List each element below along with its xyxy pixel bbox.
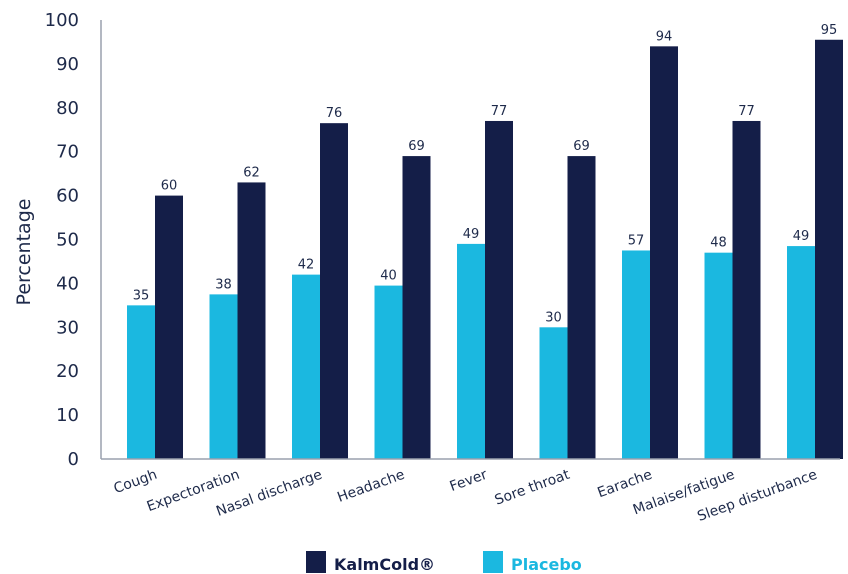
legend-swatch-kalmcold xyxy=(306,551,326,573)
x-tick-label: Headache xyxy=(335,467,407,506)
y-tick-label: 70 xyxy=(56,142,79,163)
data-label-kalmcold: 60 xyxy=(161,179,178,194)
data-label-kalmcold: 69 xyxy=(573,139,590,154)
y-tick-label: 50 xyxy=(56,230,79,251)
bar-placebo xyxy=(704,252,733,459)
data-label-kalmcold: 76 xyxy=(326,106,343,121)
data-label-placebo: 49 xyxy=(793,229,810,244)
bar-placebo xyxy=(209,294,238,459)
bar-kalmcold xyxy=(567,156,596,459)
bar-placebo xyxy=(622,250,650,459)
bar-placebo xyxy=(374,285,403,459)
data-label-kalmcold: 77 xyxy=(738,104,755,119)
data-label-placebo: 35 xyxy=(133,288,150,303)
data-label-placebo: 30 xyxy=(545,310,562,325)
x-tick-label: Cough xyxy=(112,467,160,497)
data-label-placebo: 42 xyxy=(298,258,315,273)
value-labels: 35 60 38 62 42 76 40 69 49 77 30 69 57 94 48 77 49 95 xyxy=(133,23,838,326)
legend-label-placebo: Placebo xyxy=(511,555,582,574)
y-tick-label: 60 xyxy=(56,186,79,207)
y-tick-label: 20 xyxy=(56,361,79,382)
x-tick-label: Sore throat xyxy=(493,467,573,509)
data-label-placebo: 57 xyxy=(628,233,645,248)
legend: KalmCold® Placebo xyxy=(306,551,582,574)
y-tick-label: 0 xyxy=(68,449,79,470)
bar-kalmcold xyxy=(732,120,761,459)
y-axis-title: Percentage xyxy=(13,199,35,306)
data-label-kalmcold: 95 xyxy=(821,23,838,38)
bar-kalmcold xyxy=(402,156,431,459)
x-tick-label: Earache xyxy=(595,467,654,502)
bar-placebo xyxy=(292,274,320,459)
legend-swatch-placebo xyxy=(483,551,503,573)
data-label-kalmcold: 69 xyxy=(408,139,425,154)
bar-kalmcold xyxy=(485,120,513,459)
data-label-placebo: 40 xyxy=(380,269,397,284)
bar-kalmcold xyxy=(815,39,843,459)
x-tick-label: Fever xyxy=(448,467,490,495)
data-label-placebo: 48 xyxy=(710,236,727,251)
bar-placebo xyxy=(539,327,568,459)
data-label-placebo: 38 xyxy=(215,277,232,292)
data-label-kalmcold: 94 xyxy=(656,29,673,44)
bar-placebo xyxy=(457,243,485,459)
y-tick-label: 80 xyxy=(56,98,79,119)
bar-placebo xyxy=(787,246,815,459)
bars-group xyxy=(127,39,843,460)
legend-label-kalmcold: KalmCold® xyxy=(334,555,435,574)
bar-kalmcold xyxy=(155,195,183,459)
y-axis-ticks: 0 10 20 30 40 50 60 70 80 90 100 xyxy=(45,10,79,470)
bar-kalmcold xyxy=(320,123,348,459)
data-label-kalmcold: 62 xyxy=(243,165,260,180)
data-label-placebo: 49 xyxy=(463,227,480,242)
y-tick-label: 90 xyxy=(56,54,79,75)
data-label-kalmcold: 77 xyxy=(491,104,508,119)
bar-kalmcold xyxy=(237,182,266,459)
y-tick-label: 40 xyxy=(56,273,79,294)
y-tick-label: 10 xyxy=(56,405,79,426)
bar-placebo xyxy=(127,305,155,459)
bar-kalmcold xyxy=(650,46,678,460)
y-tick-label: 100 xyxy=(45,10,79,31)
y-tick-label: 30 xyxy=(56,317,79,338)
